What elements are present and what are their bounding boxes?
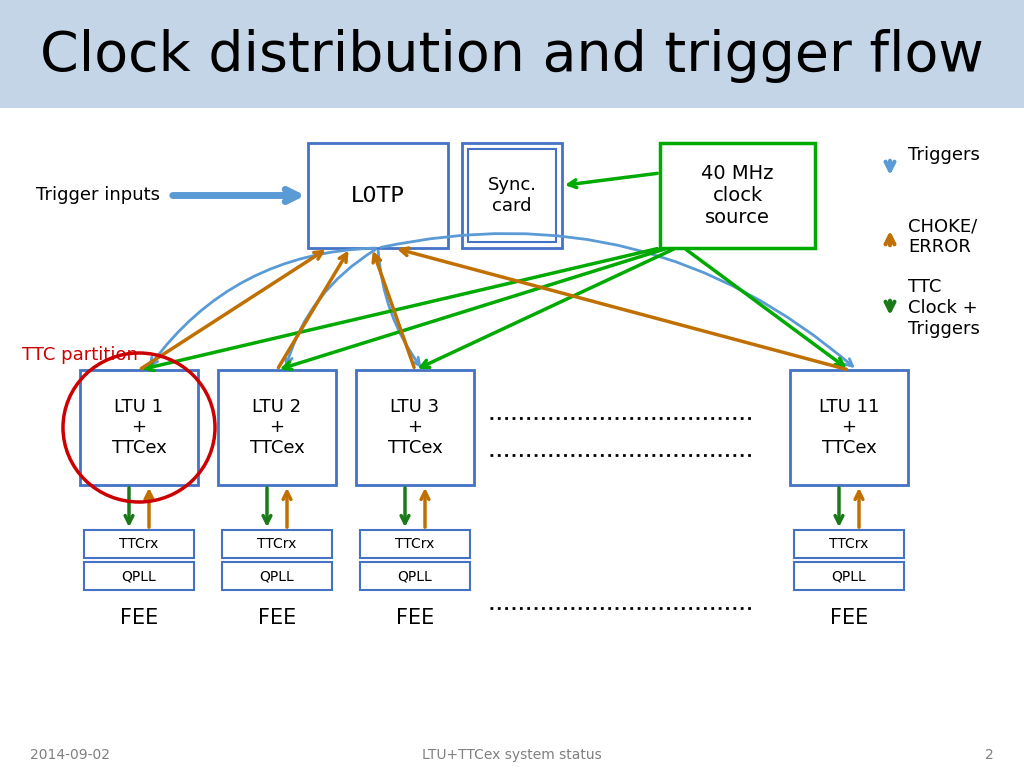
Text: Triggers: Triggers [908, 146, 980, 164]
Text: QPLL: QPLL [397, 569, 432, 583]
FancyBboxPatch shape [794, 562, 904, 590]
FancyBboxPatch shape [794, 530, 904, 558]
Text: FEE: FEE [829, 608, 868, 628]
FancyBboxPatch shape [84, 562, 194, 590]
Text: QPLL: QPLL [260, 569, 294, 583]
Text: 2: 2 [985, 748, 994, 762]
FancyBboxPatch shape [462, 143, 562, 248]
Text: LTU 2
+
TTCex: LTU 2 + TTCex [250, 398, 304, 457]
FancyBboxPatch shape [218, 370, 336, 485]
Text: Clock distribution and trigger flow: Clock distribution and trigger flow [40, 29, 984, 83]
Text: L0TP: L0TP [351, 186, 404, 206]
Text: TTCrx: TTCrx [829, 537, 868, 551]
FancyBboxPatch shape [80, 370, 198, 485]
FancyBboxPatch shape [308, 143, 449, 248]
FancyBboxPatch shape [660, 143, 815, 248]
Bar [0, 0, 1024, 108]
Text: Trigger inputs: Trigger inputs [36, 187, 160, 204]
Text: 2014-09-02: 2014-09-02 [30, 748, 110, 762]
FancyBboxPatch shape [360, 530, 470, 558]
Text: LTU 1
+
TTCex: LTU 1 + TTCex [112, 398, 166, 457]
FancyBboxPatch shape [222, 530, 332, 558]
Text: FEE: FEE [120, 608, 158, 628]
Text: FEE: FEE [396, 608, 434, 628]
Text: TTCrx: TTCrx [395, 537, 434, 551]
FancyBboxPatch shape [84, 530, 194, 558]
Text: LTU 3
+
TTCex: LTU 3 + TTCex [388, 398, 442, 457]
Text: QPLL: QPLL [831, 569, 866, 583]
FancyBboxPatch shape [360, 562, 470, 590]
FancyBboxPatch shape [790, 370, 908, 485]
Text: FEE: FEE [258, 608, 296, 628]
FancyBboxPatch shape [468, 149, 556, 242]
Text: LTU+TTCex system status: LTU+TTCex system status [422, 748, 602, 762]
Text: CHOKE/
ERROR: CHOKE/ ERROR [908, 217, 977, 257]
Text: Sync.
card: Sync. card [487, 176, 537, 215]
Text: LTU 11
+
TTCex: LTU 11 + TTCex [819, 398, 880, 457]
Text: QPLL: QPLL [122, 569, 157, 583]
Text: TTCrx: TTCrx [120, 537, 159, 551]
FancyBboxPatch shape [222, 562, 332, 590]
Text: TTC partition: TTC partition [22, 346, 138, 364]
Text: TTC
Clock +
Triggers: TTC Clock + Triggers [908, 278, 980, 338]
Text: TTCrx: TTCrx [257, 537, 297, 551]
Text: 40 MHz
clock
source: 40 MHz clock source [701, 164, 774, 227]
FancyBboxPatch shape [356, 370, 474, 485]
